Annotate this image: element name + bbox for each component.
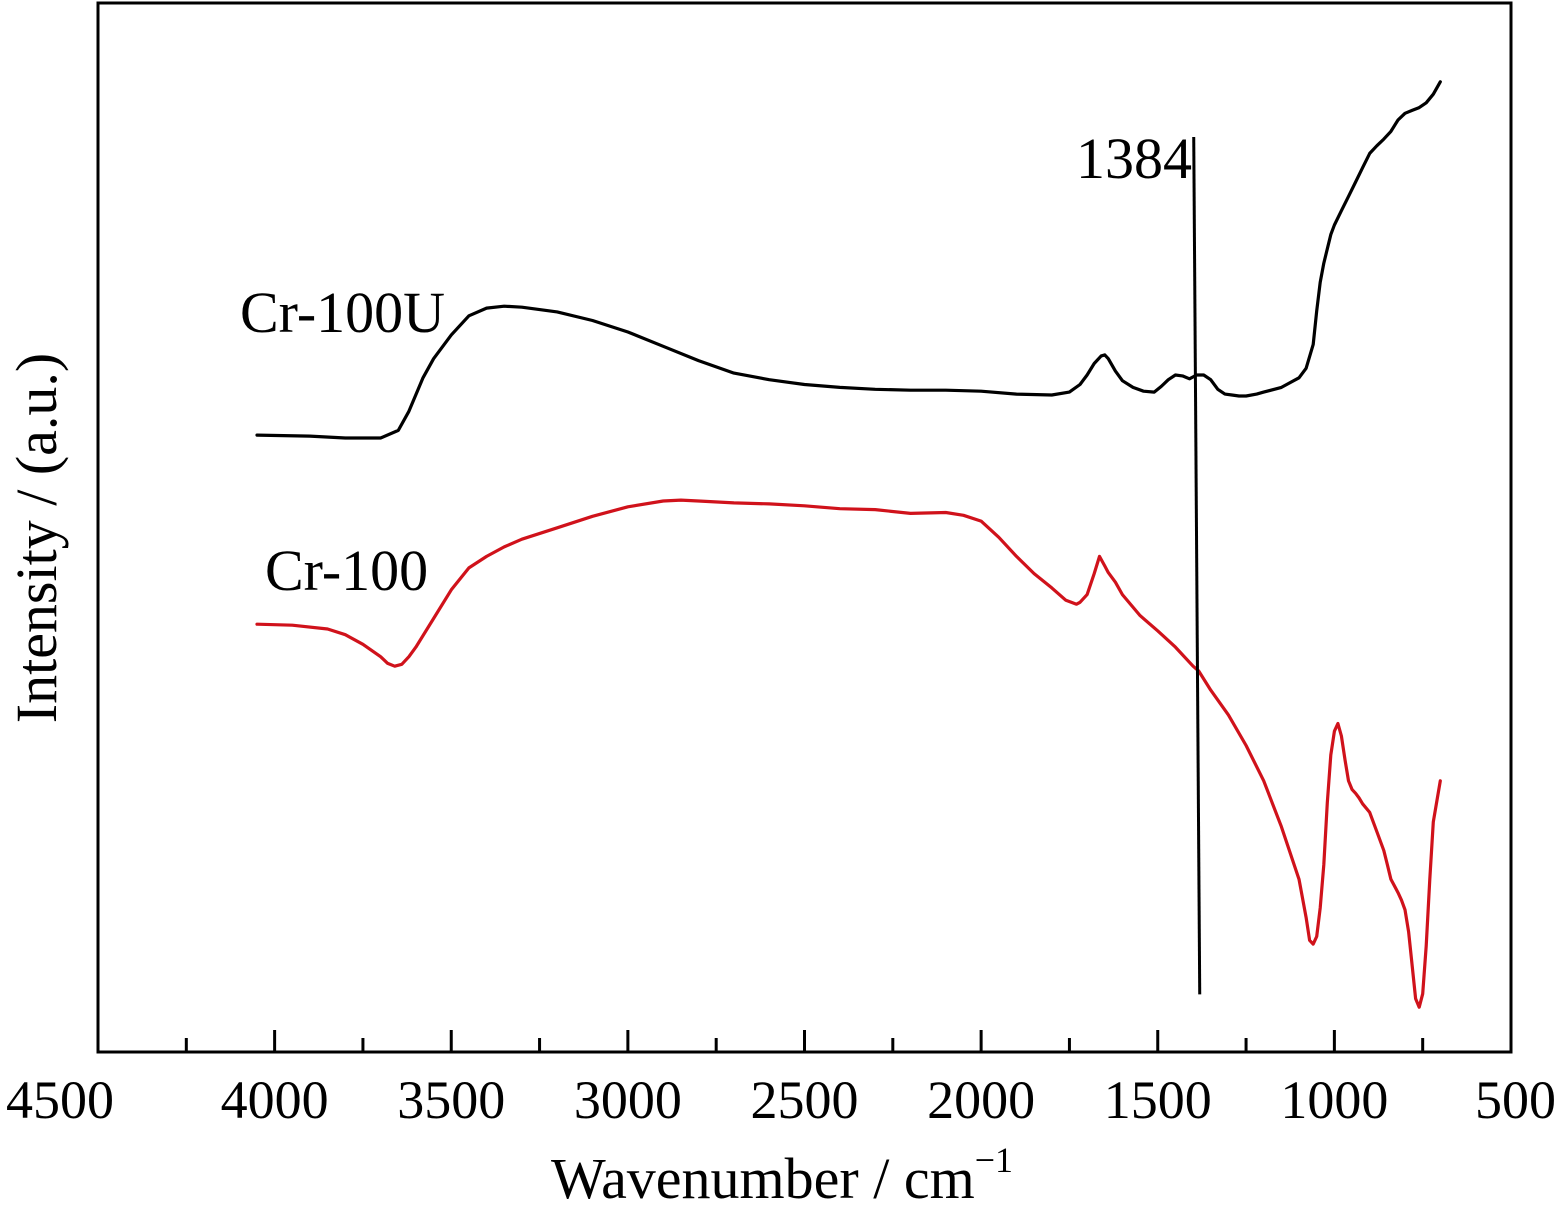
x-tick-label-2000: 2000 bbox=[927, 1070, 1035, 1130]
marker-label-1384: 1384 bbox=[1076, 126, 1192, 191]
x-tick-label-3500: 3500 bbox=[397, 1070, 505, 1130]
x-tick-label-3000: 3000 bbox=[574, 1070, 682, 1130]
series-line-cr-100u bbox=[255, 80, 1442, 440]
x-axis-ticks bbox=[96, 1030, 1513, 1052]
marker-line-1384 bbox=[1192, 136, 1202, 995]
x-tick-label-2500: 2500 bbox=[751, 1070, 859, 1130]
x-tick-label-1500: 1500 bbox=[1104, 1070, 1212, 1130]
plot-frame bbox=[96, 1, 1513, 1054]
x-axis-tick-labels: 4500 4000 3500 3000 2500 2000 1500 1000 500 bbox=[6, 1070, 1556, 1130]
x-tick-label-1000: 1000 bbox=[1280, 1070, 1388, 1130]
y-axis-title: Intensity / (a.u.) bbox=[4, 353, 69, 723]
series-label-cr-100u: Cr-100U bbox=[240, 280, 445, 345]
x-tick-label-500: 500 bbox=[1475, 1070, 1556, 1130]
x-axis-title: Wavenumber / cm−1 bbox=[551, 1140, 1013, 1211]
series-label-cr-100: Cr-100 bbox=[265, 538, 428, 603]
x-axis-title-text: Wavenumber / cm bbox=[551, 1146, 975, 1211]
x-tick-label-4000: 4000 bbox=[221, 1070, 329, 1130]
series-line-cr-100 bbox=[255, 498, 1442, 1009]
x-axis-title-superscript: −1 bbox=[975, 1140, 1013, 1180]
series-group bbox=[255, 80, 1442, 1009]
x-tick-label-4500: 4500 bbox=[6, 1070, 114, 1130]
